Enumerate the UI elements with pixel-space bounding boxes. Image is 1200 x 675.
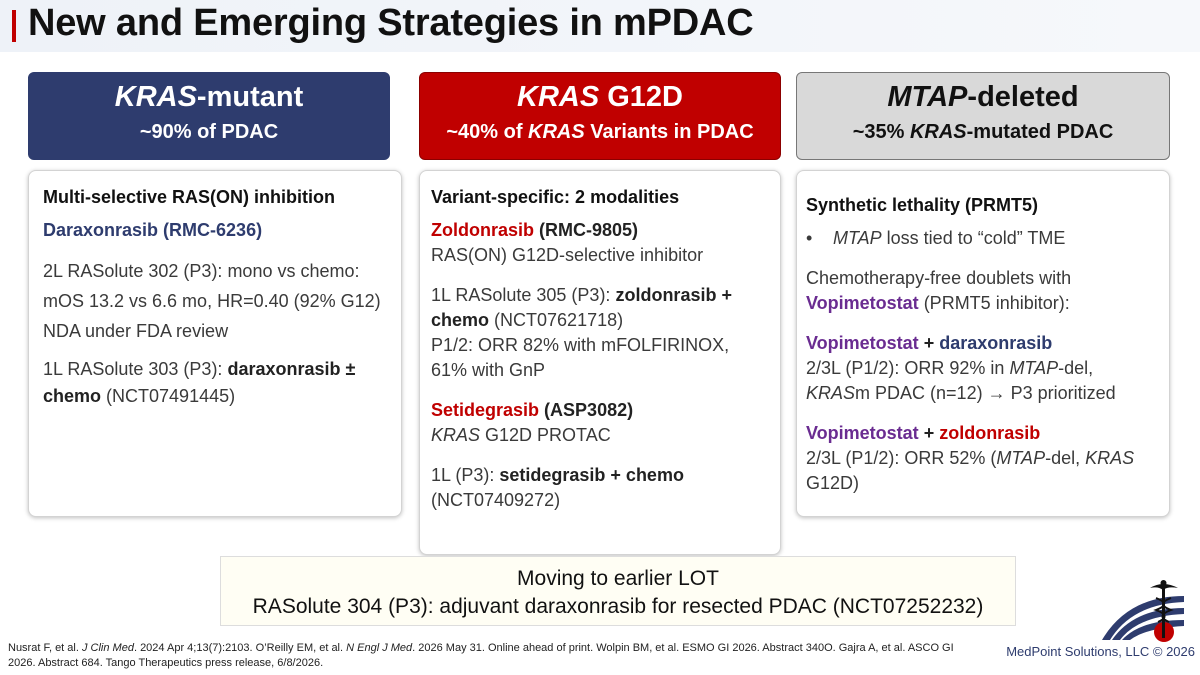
- medpoint-logo-icon: [1102, 580, 1184, 642]
- card2-trial4: 61% with GnP: [431, 360, 546, 380]
- header-g12d: KRAS G12D ~40% of KRAS Variants in PDAC: [419, 72, 781, 160]
- references: Nusrat F, et al. J Clin Med. 2024 Apr 4;…: [8, 641, 968, 671]
- header-kras-mutant-subtitle: ~90% of PDAC: [139, 121, 279, 143]
- card3-combo1-drug1: Vopimetostat: [806, 333, 919, 353]
- card2-trial5-bold: setidegrasib + chemo: [499, 465, 684, 485]
- card2-drug2-name: Setidegrasib: [431, 400, 540, 420]
- card3-p2-rest: (PRMT5 inhibitor):: [918, 293, 1070, 313]
- copyright: MedPoint Solutions, LLC © 2026: [1006, 644, 1195, 659]
- earlier-lot-detail: RASolute 304 (P3): adjuvant daraxonrasib…: [252, 595, 984, 618]
- ref-part: . 2026 May 31. Online ahead of print. Wo…: [8, 642, 954, 669]
- header-g12d-italic: KRAS: [517, 81, 600, 113]
- ref-part: Nusrat F, et al.: [8, 642, 82, 654]
- card3-combo1-l3-italic: KRAS: [806, 383, 856, 403]
- header-mtap-sub-italic: KRAS: [909, 121, 967, 143]
- card2-trial1-bold: zoldonrasib +: [615, 285, 732, 305]
- earlier-lot-box: Moving to earlier LOT RASolute 304 (P3):…: [220, 556, 1016, 626]
- card2-drug2-code: (ASP3082): [539, 400, 634, 420]
- card2-drug1-code: (RMC-9805): [534, 220, 639, 240]
- ref-part: . 2024 Apr 4;13(7):2103. O’Reilly EM, et…: [133, 642, 347, 654]
- header-g12d-sub-italic: KRAS: [528, 121, 585, 143]
- card1-line1: 2L RASolute 302 (P3): mono vs chemo:: [43, 261, 360, 281]
- header-kras-mutant-italic: KRAS: [114, 81, 197, 113]
- earlier-lot-heading: Moving to earlier LOT: [517, 567, 719, 590]
- card1-line4-pre: 1L RASolute 303 (P3):: [43, 359, 228, 379]
- card3-combo2-l2-pre: 2/3L (P1/2): ORR 52% (: [806, 448, 997, 468]
- card-g12d: Variant-specific: 2 modalities Zoldonras…: [419, 170, 781, 555]
- card3-combo2-plus: +: [918, 423, 940, 443]
- header-g12d-title: G12D: [599, 81, 683, 113]
- header-mtap-sub-pre: ~35%: [852, 121, 910, 143]
- header-mtap-sub-post: -mutated PDAC: [966, 121, 1114, 143]
- card3-combo2-drug1: Vopimetostat: [806, 423, 919, 443]
- card3-combo2-drug2: zoldonrasib: [939, 423, 1041, 443]
- card3-p1: Chemotherapy-free doublets with: [806, 268, 1072, 288]
- header-g12d-sub-post: Variants in PDAC: [584, 121, 754, 143]
- card3-heading: Synthetic lethality (PRMT5): [806, 195, 1039, 215]
- card3-bullet-italic: MTAP: [833, 228, 882, 248]
- card2-trial1-pre: 1L RASolute 305 (P3):: [431, 285, 616, 305]
- header-mtap: MTAP-deleted ~35% KRAS-mutated PDAC: [796, 72, 1170, 160]
- card2-drug1-desc: RAS(ON) G12D-selective inhibitor: [431, 245, 704, 265]
- ref-journal: N Engl J Med: [346, 642, 413, 654]
- card2-heading: Variant-specific: 2 modalities: [431, 187, 680, 207]
- title-accent-bar: [12, 10, 16, 42]
- card3-combo1-l2-post: -del,: [1058, 358, 1094, 378]
- card1-line2: mOS 13.2 vs 6.6 mo, HR=0.40 (92% G12): [43, 291, 381, 311]
- card2-trial2-bold: chemo: [431, 310, 490, 330]
- card1-line5-bold: chemo: [43, 386, 102, 406]
- slide-title: New and Emerging Strategies in mPDAC: [28, 2, 754, 44]
- card1-drug: Daraxonrasib (RMC-6236): [43, 220, 263, 240]
- card3-p2-drug: Vopimetostat: [806, 293, 919, 313]
- header-kras-mutant: KRAS-mutant ~90% of PDAC: [28, 72, 390, 160]
- card3-combo1-l3-post: m PDAC (n=12) → P3 prioritized: [855, 383, 1116, 403]
- header-kras-mutant-title: -mutant: [196, 81, 304, 113]
- card2-trial5-pre: 1L (P3):: [431, 465, 500, 485]
- card2-drug2-italic: KRAS: [431, 425, 481, 445]
- card3-combo1-drug2: daraxonrasib: [939, 333, 1053, 353]
- card3-combo1-plus: +: [918, 333, 940, 353]
- card3-bullet-rest: loss tied to “cold” TME: [881, 228, 1066, 248]
- card2-trial3: P1/2: ORR 82% with mFOLFIRINOX,: [431, 335, 730, 355]
- card1-heading: Multi-selective RAS(ON) inhibition: [43, 187, 336, 207]
- card1-line3: NDA under FDA review: [43, 321, 229, 341]
- card3-combo1-l2-italic: MTAP: [1009, 358, 1059, 378]
- card3-combo2-l2-italic2: KRAS: [1085, 448, 1135, 468]
- card2-drug1-name: Zoldonrasib: [431, 220, 534, 240]
- ref-journal: J Clin Med: [81, 642, 134, 654]
- card3-combo2-l2-italic1: MTAP: [996, 448, 1046, 468]
- card-kras-mutant: Multi-selective RAS(ON) inhibition Darax…: [28, 170, 402, 517]
- card3-combo1-l2-pre: 2/3L (P1/2): ORR 92% in: [806, 358, 1010, 378]
- header-mtap-title: -deleted: [967, 81, 1079, 113]
- header-mtap-italic: MTAP: [887, 81, 968, 113]
- header-g12d-sub-pre: ~40% of: [446, 121, 529, 143]
- card2-drug2-desc: G12D PROTAC: [480, 425, 611, 445]
- card1-line4-bold: daraxonrasib ±: [227, 359, 356, 379]
- card3-combo2-l3: G12D): [806, 473, 860, 493]
- card-mtap: Synthetic lethality (PRMT5) • MTAP loss t…: [796, 170, 1170, 517]
- card3-bullet-item: • MTAP loss tied to “cold” TME: [806, 226, 1161, 251]
- card2-trial2-rest: (NCT07621718): [489, 310, 624, 330]
- card3-combo2-l2-mid: -del,: [1045, 448, 1086, 468]
- card1-line5-rest: (NCT07491445): [101, 386, 236, 406]
- bullet-icon: •: [806, 228, 813, 248]
- card2-trial6: (NCT07409272): [431, 490, 561, 510]
- title-bar: New and Emerging Strategies in mPDAC: [0, 0, 1200, 52]
